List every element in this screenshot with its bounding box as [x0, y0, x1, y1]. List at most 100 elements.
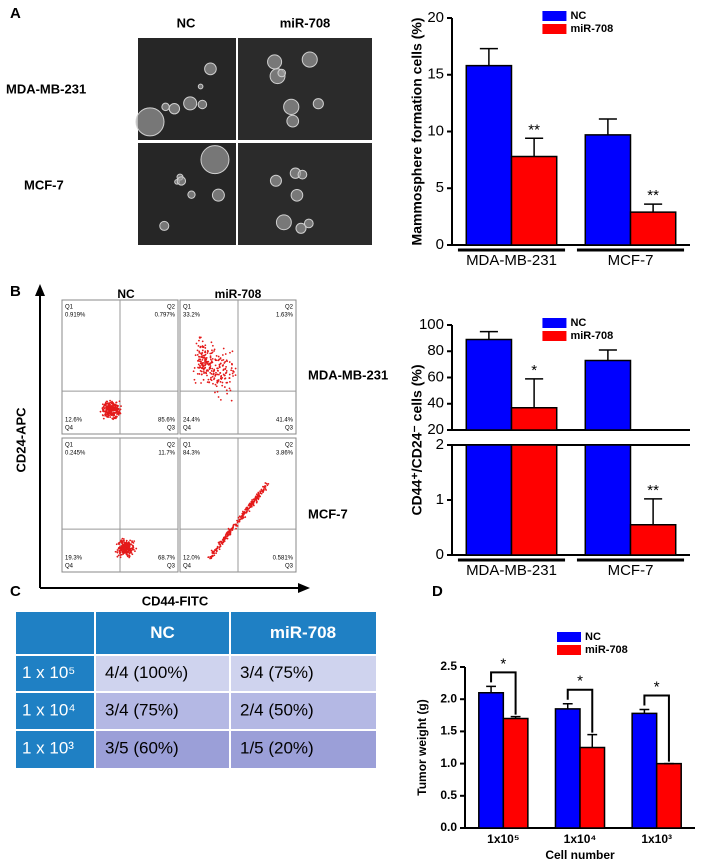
row-label: MCF-7: [308, 506, 348, 521]
event-dot: [219, 543, 222, 546]
event-dot: [201, 367, 204, 370]
event-dot: [121, 542, 124, 545]
event-dot: [218, 363, 221, 366]
event-dot: [132, 548, 135, 551]
event-dot: [199, 366, 201, 369]
event-dot: [221, 359, 223, 362]
event-dot: [109, 399, 111, 402]
event-dot: [264, 487, 267, 490]
event-dot: [237, 516, 240, 519]
event-dot: [119, 556, 122, 559]
event-dot: [228, 361, 231, 363]
event-dot: [114, 417, 116, 419]
event-dot: [252, 501, 255, 504]
event-dot: [124, 547, 127, 549]
event-dot: [209, 365, 212, 367]
event-dot: [209, 378, 212, 381]
event-dot: [264, 486, 267, 488]
event-dot: [128, 552, 131, 555]
error-bar: [639, 708, 650, 714]
y-tick-label: 5: [436, 179, 444, 196]
event-dot: [219, 399, 222, 401]
quadrant-name: Q3: [167, 426, 176, 432]
event-dot: [219, 372, 222, 374]
event-dot: [204, 347, 207, 349]
error-bar: [510, 715, 521, 719]
event-dot: [101, 414, 104, 416]
event-dot: [221, 541, 224, 544]
event-dot: [117, 554, 120, 557]
column-label: miR-708: [280, 15, 331, 30]
x-tick-label: 1x10³: [641, 832, 672, 846]
event-dot: [235, 523, 237, 526]
event-dot: [229, 351, 231, 354]
bracket: [566, 688, 594, 733]
event-dot: [229, 533, 232, 535]
event-dot: [214, 364, 217, 367]
event-dot: [225, 381, 228, 384]
event-dot: [200, 353, 203, 356]
event-dot: [196, 353, 199, 356]
event-dot: [217, 355, 220, 358]
event-dot: [224, 537, 227, 540]
event-dot: [221, 384, 224, 387]
error-bar: [486, 685, 496, 693]
event-dot: [231, 526, 234, 529]
bar: [502, 717, 529, 829]
event-dot: [107, 404, 110, 406]
event-dot: [128, 547, 131, 550]
event-dot: [206, 374, 208, 377]
event-dot: [209, 355, 212, 358]
sphere: [197, 83, 204, 90]
legend-label: NC: [585, 631, 601, 643]
event-dot: [206, 381, 209, 384]
event-dot: [224, 360, 227, 363]
event-dot: [217, 396, 220, 398]
event-dot: [128, 545, 131, 548]
event-dot: [126, 555, 129, 558]
event-dot: [206, 360, 208, 363]
arrow-head: [35, 284, 45, 296]
event-dot: [217, 359, 220, 362]
event-dot: [117, 547, 120, 550]
bar: [554, 708, 581, 829]
event-dot: [204, 371, 207, 374]
y-tick-label: 20: [427, 9, 444, 26]
event-dot: [202, 378, 205, 381]
event-dot: [132, 541, 135, 544]
event-dot: [238, 515, 241, 518]
event-dot: [222, 364, 225, 366]
event-dot: [130, 547, 133, 550]
event-dot: [257, 493, 260, 495]
quadrant-name: Q2: [167, 443, 176, 449]
event-dot: [119, 412, 122, 415]
event-dot: [109, 403, 111, 406]
event-dot: [210, 555, 212, 558]
event-dot: [118, 409, 121, 412]
event-dot: [213, 350, 215, 352]
event-dot: [238, 520, 241, 523]
event-dot: [214, 383, 217, 386]
y-tick-label: 0: [436, 546, 444, 563]
event-dot: [111, 409, 114, 412]
event-dot: [192, 370, 195, 373]
significance: *: [500, 655, 506, 672]
y-tick-label: 80: [427, 342, 444, 359]
y-tick-label: 40: [427, 395, 444, 412]
event-dot: [255, 493, 258, 496]
legend-label: miR-708: [570, 330, 613, 342]
event-dot: [120, 539, 123, 542]
event-dot: [203, 364, 206, 367]
significance: **: [528, 121, 540, 138]
event-dot: [201, 359, 204, 361]
sphere: [267, 54, 283, 70]
event-dot: [230, 367, 233, 369]
header-row: [16, 612, 376, 655]
event-dot: [222, 347, 225, 350]
event-dot: [129, 539, 132, 542]
event-dot: [250, 500, 253, 503]
row-label: MDA-MB-231: [6, 81, 86, 96]
event-dot: [217, 541, 220, 544]
header-cell: NC: [150, 623, 175, 642]
event-dot: [222, 359, 225, 361]
